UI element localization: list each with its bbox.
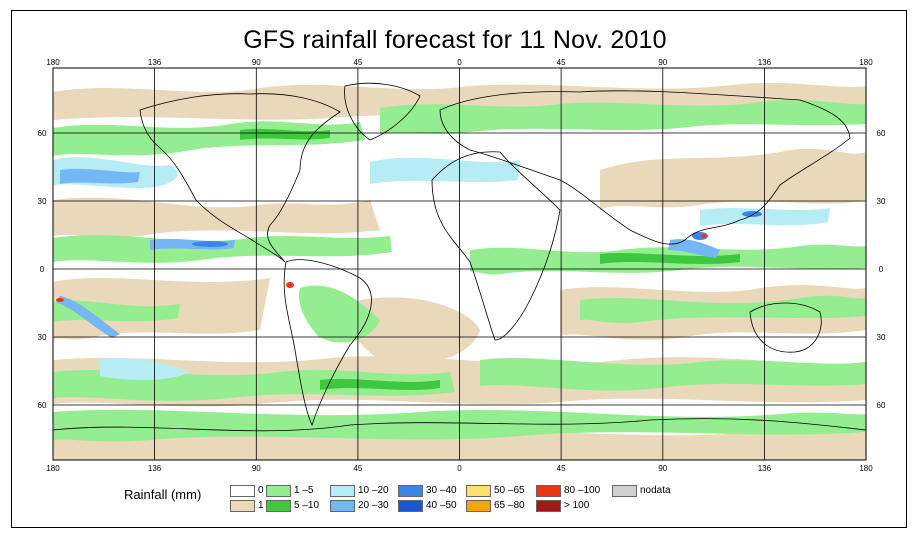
lat-tick-label: 30 — [877, 333, 886, 342]
legend-label: > 100 — [564, 500, 590, 511]
legend-label: 20 –30 — [358, 500, 389, 511]
lat-tick-label: 60 — [877, 129, 886, 138]
legend-label: nodata — [640, 485, 671, 496]
legend-swatch — [466, 500, 491, 512]
legend-swatch — [330, 485, 355, 497]
legend-swatch — [230, 485, 255, 497]
lon-tick-label: 90 — [252, 58, 261, 67]
lon-tick-label: 45 — [557, 464, 566, 473]
lon-tick-label: 45 — [353, 58, 362, 67]
map-border — [52, 67, 867, 461]
lat-tick-label: 0 — [879, 265, 884, 274]
legend-label: 80 –100 — [564, 485, 601, 496]
legend-label: 0 — [258, 485, 264, 496]
legend-label: 1 — [258, 500, 264, 511]
legend-title: Rainfall (mm) — [124, 487, 202, 502]
lon-tick-label: 90 — [658, 58, 667, 67]
legend-swatch — [398, 500, 423, 512]
lon-tick-label: 90 — [658, 464, 667, 473]
legend-label: 40 –50 — [426, 500, 457, 511]
lon-tick-label: 180 — [46, 464, 60, 473]
lon-tick-label: 45 — [353, 464, 362, 473]
legend-label: 10 –20 — [358, 485, 389, 496]
legend-swatch — [398, 485, 423, 497]
legend-label: 5 –10 — [294, 500, 320, 511]
legend-swatch — [536, 500, 561, 512]
lat-tick-label: 60 — [38, 401, 47, 410]
lat-tick-label: 30 — [877, 197, 886, 206]
legend-label: 1 –5 — [294, 485, 314, 496]
lon-tick-label: 136 — [758, 464, 772, 473]
graticule — [53, 68, 866, 460]
lon-tick-label: 45 — [557, 58, 566, 67]
legend-swatch — [266, 485, 291, 497]
map-title: GFS rainfall forecast for 11 Nov. 2010 — [243, 26, 667, 54]
lon-tick-label: 0 — [457, 464, 462, 473]
legend-swatch — [612, 485, 637, 497]
lon-tick-label: 136 — [758, 58, 772, 67]
lon-tick-label: 180 — [859, 58, 873, 67]
legend-label: 65 –80 — [494, 500, 525, 511]
legend-swatch — [536, 485, 561, 497]
right-lat-labels: 60 30 0 30 60 — [877, 129, 886, 410]
figure-frame — [11, 10, 907, 528]
top-lon-labels: 180 136 90 45 0 45 90 136 180 — [46, 58, 873, 67]
coastlines — [53, 82, 866, 432]
lat-tick-label: 30 — [38, 333, 47, 342]
lon-tick-label: 180 — [46, 58, 60, 67]
legend-swatch — [330, 500, 355, 512]
lon-tick-label: 90 — [252, 464, 261, 473]
lat-tick-label: 60 — [38, 129, 47, 138]
legend-swatch — [466, 485, 491, 497]
lon-tick-label: 0 — [457, 58, 462, 67]
lon-tick-label: 180 — [859, 464, 873, 473]
legend-swatch — [230, 500, 255, 512]
lat-tick-label: 30 — [38, 197, 47, 206]
legend-label: 50 –65 — [494, 485, 525, 496]
lat-tick-label: 60 — [877, 401, 886, 410]
legend-label: 30 –40 — [426, 485, 457, 496]
left-lat-labels: 60 30 0 30 60 — [38, 129, 47, 410]
lat-tick-label: 0 — [40, 265, 45, 274]
lon-tick-label: 136 — [148, 58, 162, 67]
legend-swatch — [266, 500, 291, 512]
bottom-lon-labels: 180 136 90 45 0 45 90 136 180 — [46, 464, 873, 473]
lon-tick-label: 136 — [148, 464, 162, 473]
